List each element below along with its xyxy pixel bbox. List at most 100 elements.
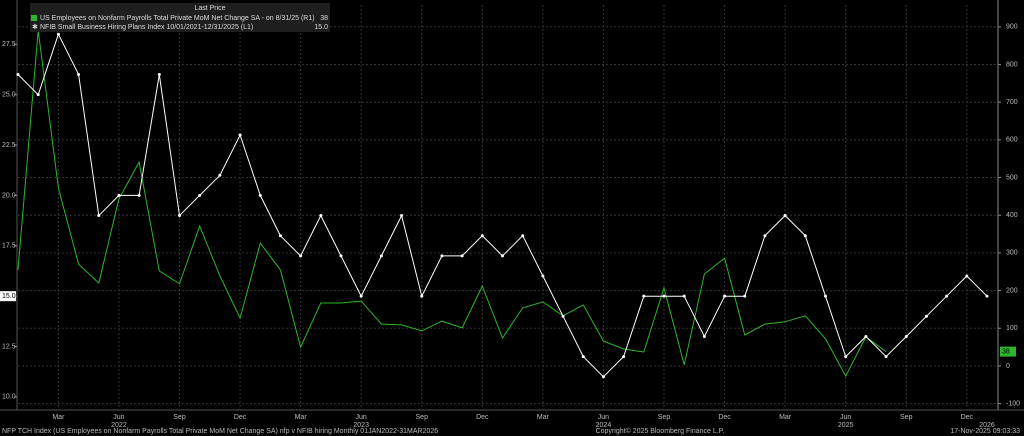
- point-marker: [400, 214, 404, 218]
- point-marker: [339, 254, 343, 258]
- footer: 17-Nov-2025 09:03:33: [950, 428, 1020, 435]
- x-tick-label: Mar: [537, 414, 550, 421]
- point-marker: [157, 73, 161, 77]
- y2-tick-label: 400: [1006, 212, 1018, 219]
- x-year-label: 2024: [596, 422, 612, 429]
- last-value-box: [0, 291, 16, 302]
- point-marker: [702, 334, 706, 338]
- point-marker: [743, 294, 747, 298]
- point-marker: [36, 93, 40, 97]
- x-tick-label: Sep: [658, 414, 671, 421]
- x-tick-label: Jun: [356, 414, 367, 421]
- footer: NFP TCH Index (US Employees on Nonfarm P…: [2, 428, 438, 435]
- x-year-label: 2025: [838, 422, 854, 429]
- point-marker: [278, 234, 282, 238]
- point-marker: [844, 355, 848, 359]
- point-marker: [137, 193, 141, 197]
- point-marker: [985, 294, 989, 298]
- point-marker: [480, 234, 484, 238]
- point-marker: [97, 214, 101, 218]
- legend-entry: US Employees on Nonfarm Payrolls Total P…: [40, 15, 315, 22]
- point-marker: [965, 274, 969, 278]
- point-marker: [824, 294, 827, 298]
- footer: Copyright© 2025 Bloomberg Finance L.P.: [596, 427, 725, 435]
- point-marker: [460, 254, 464, 258]
- legend-value: 38: [320, 15, 328, 22]
- x-year-label: 2023: [353, 422, 369, 429]
- y2-tick-label: 0: [1006, 363, 1010, 370]
- last-value-label: 38: [1002, 348, 1010, 355]
- x-tick-label: Sep: [416, 414, 429, 421]
- point-marker: [521, 234, 525, 238]
- point-marker: [763, 234, 767, 238]
- legend-box: [30, 3, 330, 32]
- legend-value: 15.0: [314, 24, 328, 31]
- x-year-label: 2026: [979, 422, 995, 429]
- point-marker: [642, 294, 646, 298]
- point-marker: [682, 294, 686, 298]
- y-tick-label: 25.0: [2, 92, 16, 99]
- point-marker: [198, 193, 202, 197]
- legend-entry: NFIB Small Business Hiring Plans Index 1…: [40, 24, 253, 31]
- point-marker: [601, 375, 605, 379]
- point-marker: [924, 314, 928, 318]
- y2-tick-label: 900: [1006, 24, 1018, 31]
- last-value-label: 15.0: [2, 293, 16, 300]
- x-tick-label: Mar: [295, 414, 308, 421]
- point-marker: [299, 254, 303, 258]
- x-tick-label: Dec: [961, 414, 974, 421]
- last-value-box: [1000, 346, 1016, 357]
- point-marker: [561, 314, 565, 318]
- point-marker: [218, 173, 222, 177]
- y2-tick-label: 100: [1006, 325, 1018, 332]
- point-marker: [238, 133, 242, 137]
- point-marker: [622, 355, 626, 359]
- point-marker: [420, 294, 424, 298]
- x-tick-label: Sep: [173, 414, 186, 421]
- point-marker: [581, 355, 585, 359]
- y2-tick-label: 300: [1006, 250, 1018, 257]
- x-tick-label: Mar: [52, 414, 65, 421]
- legend-header: Last Price: [194, 5, 225, 12]
- y-tick-label: 10.0: [2, 394, 16, 401]
- x-tick-label: Mar: [779, 414, 792, 421]
- point-marker: [662, 294, 666, 298]
- y-tick-label: 22.5: [2, 142, 16, 149]
- point-marker: [77, 73, 81, 77]
- y-tick-label: 27.5: [2, 41, 16, 48]
- point-marker: [440, 254, 444, 258]
- point-marker: [904, 334, 908, 338]
- point-marker: [319, 214, 323, 218]
- point-marker: [178, 214, 181, 218]
- y2-tick-label: 600: [1006, 137, 1018, 144]
- point-marker: [379, 254, 383, 258]
- legend-swatch: [31, 15, 37, 21]
- x-tick-label: Jun: [113, 414, 124, 421]
- y2-tick-label: 200: [1006, 287, 1018, 294]
- y2-tick-label: 500: [1006, 174, 1018, 181]
- legend: Last Price US Employees on Nonfarm Payro…: [30, 3, 330, 32]
- legend-marker: ✱: [32, 23, 38, 31]
- point-marker: [541, 274, 545, 278]
- point-marker: [945, 294, 949, 298]
- point-marker: [783, 214, 787, 218]
- point-marker: [723, 294, 727, 298]
- y-tick-label: 20.0: [2, 192, 16, 199]
- x-tick-label: Dec: [234, 414, 247, 421]
- point-marker: [884, 355, 888, 359]
- x-tick-label: Sep: [900, 414, 913, 421]
- y-tick-label: 17.5: [2, 243, 16, 250]
- x-tick-label: Jun: [840, 414, 851, 421]
- point-marker: [56, 32, 60, 36]
- point-marker: [501, 254, 504, 258]
- y-tick-label: 12.5: [2, 343, 16, 350]
- point-marker: [864, 334, 868, 338]
- point-marker: [359, 294, 363, 298]
- y2-tick-label: 800: [1006, 61, 1018, 68]
- x-tick-label: Dec: [718, 414, 731, 421]
- y2-tick-label: -100: [1006, 400, 1020, 407]
- series-line: [17, 30, 887, 378]
- point-marker: [16, 73, 20, 77]
